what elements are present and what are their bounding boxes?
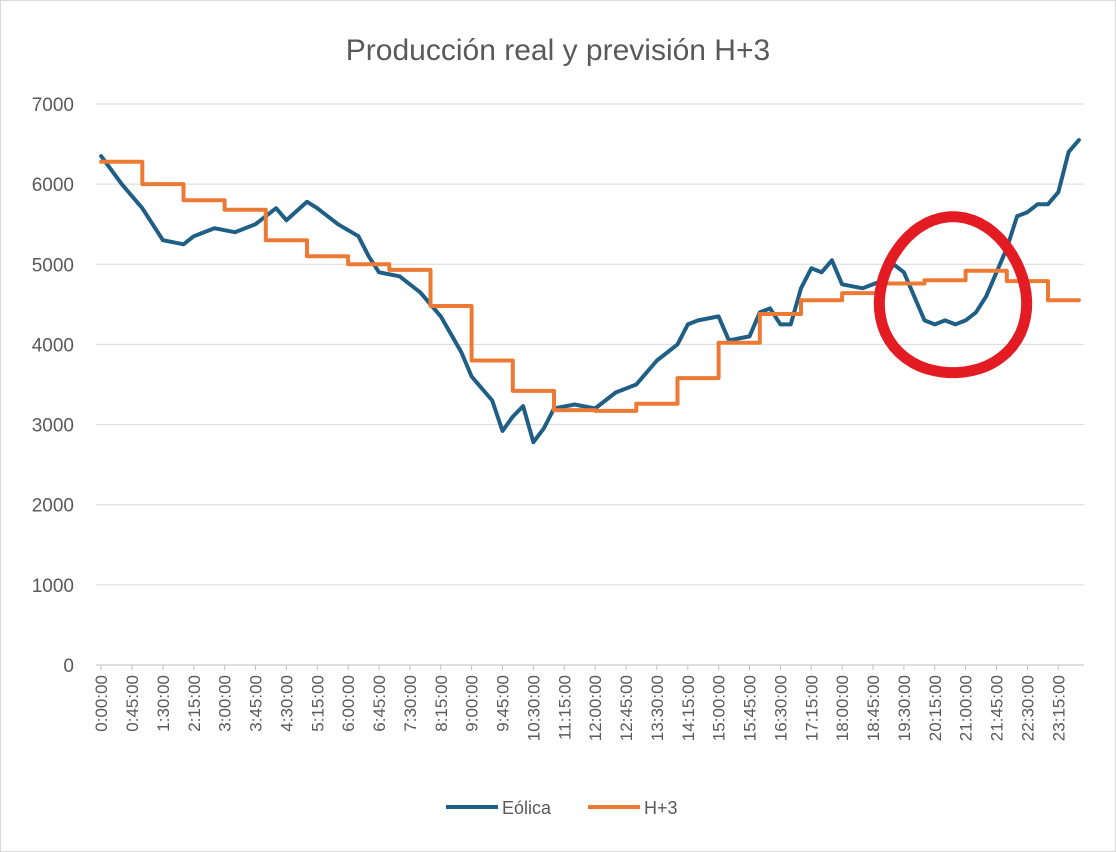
x-tick-label: 22:30:00 xyxy=(1018,675,1037,741)
x-tick-label: 21:00:00 xyxy=(957,675,976,741)
y-tick-label: 6000 xyxy=(32,175,74,196)
plot-lines xyxy=(99,138,1081,445)
y-tick-label: 2000 xyxy=(32,496,74,517)
x-tick-label: 9:45:00 xyxy=(494,675,513,732)
legend-label: H+3 xyxy=(644,798,678,818)
y-axis-ticks: 0 1000 2000 3000 4000 5000 6000 7000 xyxy=(32,95,74,677)
x-tick-label: 1:30:00 xyxy=(154,675,173,732)
x-tick-label: 12:00:00 xyxy=(586,675,605,741)
y-tick-label: 0 xyxy=(63,656,74,677)
x-tick-label: 0:00:00 xyxy=(92,675,111,732)
x-tick-label: 15:00:00 xyxy=(710,675,729,741)
x-tick-label: 0:45:00 xyxy=(123,675,142,732)
x-tick-label: 13:30:00 xyxy=(648,675,667,741)
x-tick-label: 18:00:00 xyxy=(833,675,852,741)
x-tick-label: 18:45:00 xyxy=(864,675,883,741)
x-tick-label: 11:15:00 xyxy=(555,675,574,740)
x-tick-label: 3:45:00 xyxy=(247,675,266,732)
x-tick-label: 3:00:00 xyxy=(216,675,235,732)
x-tick-label: 16:30:00 xyxy=(771,675,790,741)
x-tick-label: 6:45:00 xyxy=(370,675,389,732)
highlight-circle xyxy=(873,211,1033,379)
x-tick-label: 12:45:00 xyxy=(617,675,636,741)
x-tick-label: 19:30:00 xyxy=(895,675,914,741)
x-tick-label: 23:15:00 xyxy=(1049,675,1068,741)
gridlines xyxy=(96,103,1084,666)
x-tick-label: 4:30:00 xyxy=(277,675,296,732)
x-tick-label: 15:45:00 xyxy=(741,675,760,741)
x-tick-label: 21:45:00 xyxy=(988,675,1007,741)
x-tick-label: 2:15:00 xyxy=(185,675,204,732)
x-tick-label: 8:15:00 xyxy=(432,675,451,732)
y-tick-label: 3000 xyxy=(32,416,74,437)
x-axis-ticks: 0:00:00 0:45:00 1:30:00 2:15:00 3:00:00 3:45:… xyxy=(92,665,1068,741)
x-tick-label: 9:00:00 xyxy=(463,675,482,732)
legend: Eólica H+3 xyxy=(446,798,678,818)
x-tick-label: 10:30:00 xyxy=(524,675,543,741)
x-tick-label: 6:00:00 xyxy=(339,675,358,732)
x-tick-label: 7:30:00 xyxy=(401,675,420,732)
y-tick-label: 1000 xyxy=(32,576,74,597)
y-tick-label: 4000 xyxy=(32,335,74,356)
x-tick-label: 20:15:00 xyxy=(926,675,945,741)
series-line-eolica xyxy=(99,138,1081,445)
x-tick-label: 14:15:00 xyxy=(679,675,698,741)
x-tick-label: 5:15:00 xyxy=(308,675,327,732)
chart-title: Producción real y previsión H+3 xyxy=(346,34,770,67)
y-tick-label: 7000 xyxy=(32,95,74,116)
x-tick-label: 17:15:00 xyxy=(802,675,821,741)
legend-label: Eólica xyxy=(502,798,552,818)
highlight-annotation xyxy=(873,211,1033,379)
series-line-h3 xyxy=(99,159,1081,413)
y-tick-label: 5000 xyxy=(32,255,74,276)
